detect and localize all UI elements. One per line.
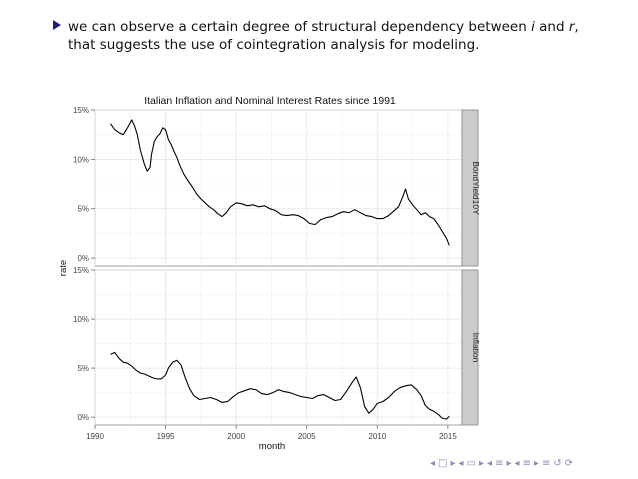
nav-symbol-5[interactable]: ▸: [479, 458, 486, 469]
x-tick-label: 2000: [227, 432, 245, 441]
facet-strip-label: Inflation: [471, 333, 481, 363]
bullet-line-2: that suggests the use of cointegration a…: [68, 37, 480, 53]
panel-background: [94, 269, 463, 426]
nav-symbol-9[interactable]: ◂: [514, 458, 521, 469]
series-line-BondYield10Y: [110, 119, 450, 246]
nav-symbol-4[interactable]: ▭: [466, 458, 477, 469]
nav-symbol-10[interactable]: ≡: [522, 458, 532, 469]
y-tick-label: 5%: [77, 205, 89, 214]
x-tick-label: 2005: [298, 432, 316, 441]
nav-symbol-8[interactable]: ▸: [506, 458, 513, 469]
slide-text: we can observe a certain degree of struc…: [53, 18, 628, 54]
nav-symbol-14[interactable]: ⟳: [564, 458, 575, 469]
bullet-text-and: and: [534, 19, 569, 35]
nav-symbol-2[interactable]: ▸: [450, 458, 457, 469]
x-tick-label: 2010: [368, 432, 386, 441]
beamer-navigation[interactable]: ◂ □ ▸ ◂ ▭ ▸ ◂ ≡ ▸ ◂ ≡ ▸ ≡ ↺ ⟳: [430, 458, 576, 469]
y-tick-label: 0%: [77, 254, 89, 263]
nav-symbol-1[interactable]: □: [438, 458, 449, 469]
y-tick-label: 15%: [73, 266, 89, 275]
variable-i: i: [531, 19, 535, 35]
panel-background: [94, 109, 463, 267]
nav-symbol-7[interactable]: ≡: [495, 458, 505, 469]
y-axis-label: rate: [58, 260, 69, 276]
y-tick-label: 5%: [77, 364, 89, 373]
nav-symbol-12[interactable]: ≡: [541, 458, 552, 469]
panel-0: 0% 5% 10% 15% BondYield10Y: [73, 106, 481, 267]
y-tick-label: 15%: [73, 106, 89, 115]
nav-symbol-3[interactable]: ◂: [458, 458, 465, 469]
nav-symbol-0[interactable]: ◂: [430, 458, 437, 469]
bullet-text-end: ,: [574, 19, 579, 35]
panel-1: 0% 5% 10% 15% Inflation: [73, 266, 481, 426]
x-axis-label: month: [259, 441, 285, 452]
facet-strip: [461, 109, 479, 267]
facet-strip-label: BondYield10Y: [471, 161, 481, 215]
x-tick-label: 1990: [86, 432, 104, 441]
y-tick-label: 10%: [73, 315, 89, 324]
nav-symbol-11[interactable]: ▸: [533, 458, 540, 469]
bullet-line-1: we can observe a certain degree of struc…: [68, 18, 628, 36]
y-tick-label: 0%: [77, 413, 89, 422]
facet-strip: [461, 269, 479, 426]
variable-r: r: [568, 19, 575, 35]
bullet-text-a: we can observe a certain degree of struc…: [68, 19, 532, 35]
x-tick-label: 2015: [439, 432, 457, 441]
x-tick-label: 1995: [157, 432, 175, 441]
nav-symbol-13[interactable]: ↺: [553, 458, 563, 469]
panels-layer: 0% 5% 10% 15% BondYield10Y 0% 5% 10% 15% Inflatio…: [73, 106, 481, 426]
bullet-triangle-icon: [53, 20, 61, 30]
series-line-Inflation: [110, 351, 450, 420]
nav-symbol-6[interactable]: ◂: [487, 458, 494, 469]
y-tick-label: 10%: [73, 155, 89, 164]
chart-title: Italian Inflation and Nominal Interest R…: [144, 95, 396, 107]
x-axis: 1990 1995 2000 2005 2010 2015: [86, 425, 457, 441]
